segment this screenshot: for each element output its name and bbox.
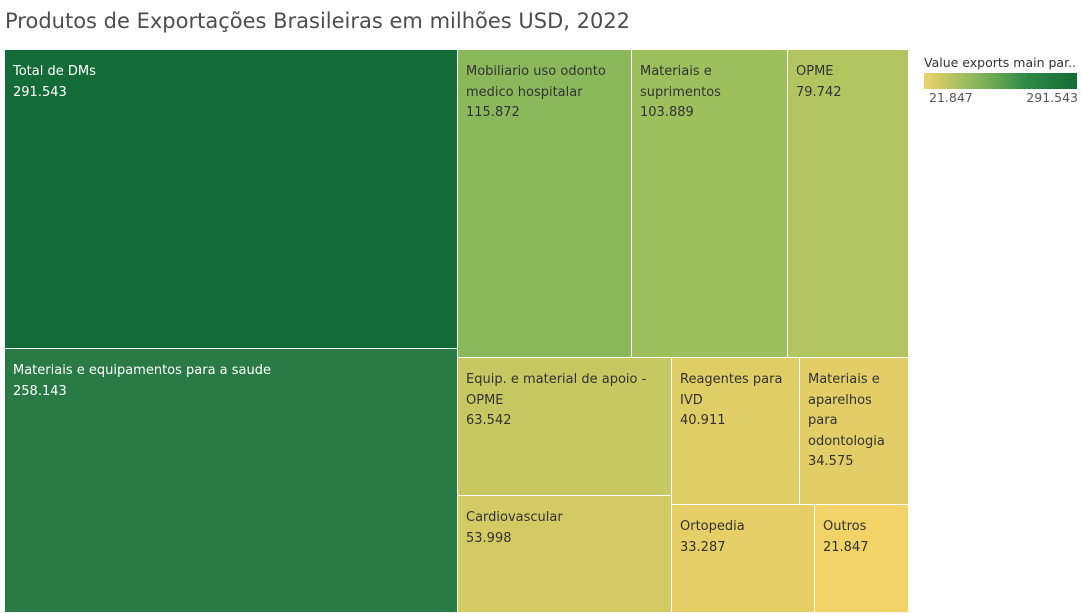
tile-label: OPME <box>796 64 834 79</box>
tile-label: OPME <box>466 392 504 408</box>
tile-label: Reagentes para <box>680 372 783 387</box>
tile-label: Materiais e equipamentos para a saude <box>13 363 272 378</box>
treemap-tile-ortopedia[interactable]: Ortopedia 33.287 <box>672 505 815 613</box>
tile-label: Materiais e <box>640 64 712 79</box>
tile-value: 34.575 <box>808 454 854 469</box>
tile-label: medico hospitalar <box>466 84 583 100</box>
tile-label: Cardiovascular <box>466 510 563 525</box>
tile-value: 103.889 <box>640 105 694 120</box>
tile-label: para <box>808 413 838 428</box>
tile-label: Mobiliario uso odonto <box>466 64 606 79</box>
tile-label: Outros <box>823 519 867 534</box>
legend-max-label: 291.543 <box>1026 90 1078 105</box>
treemap-tile-reagentes-para-ivd[interactable]: Reagentes para IVD 40.911 <box>672 358 800 505</box>
treemap-tile-outros[interactable]: Outros 21.847 <box>815 505 909 613</box>
treemap-tile-total-de-dms[interactable]: Total de DMs 291.543 <box>5 50 458 349</box>
treemap[interactable]: Total de DMs 291.543 Materiais e equipamen… <box>5 50 909 613</box>
tile-value: 115.872 <box>466 105 520 120</box>
tile-label: aparelhos <box>808 392 872 408</box>
legend-labels: 21.847 291.543 <box>924 90 1078 108</box>
treemap-tile-materiais-e-aparelhos-para-odontologia[interactable]: Materiais e aparelhos para odontologia 34.57… <box>800 358 909 505</box>
tile-label: odontologia <box>808 433 885 449</box>
treemap-tile-equip-e-material-de-apoio-opme[interactable]: Equip. e material de apoio - OPME 63.542 <box>458 358 672 496</box>
tile-label: Materiais e <box>808 372 880 387</box>
tile-value: 21.847 <box>823 539 869 555</box>
treemap-tile-cardiovascular[interactable]: Cardiovascular 53.998 <box>458 496 672 613</box>
tile-value: 63.542 <box>466 413 512 428</box>
tile-value: 40.911 <box>680 413 726 428</box>
tile-value: 79.742 <box>796 84 842 100</box>
tile-label: suprimentos <box>640 84 721 100</box>
legend-title: Value exports main par.. <box>924 55 1077 70</box>
tile-label: Ortopedia <box>680 519 745 534</box>
treemap-tile-materiais-e-equipamentos-para-a-saude[interactable]: Materiais e equipamentos para a saude 258… <box>5 349 458 613</box>
tile-value: 258.143 <box>13 383 67 399</box>
treemap-tile-opme[interactable]: OPME 79.742 <box>788 50 909 358</box>
treemap-tile-materiais-e-suprimentos[interactable]: Materiais e suprimentos 103.889 <box>632 50 788 358</box>
tile-value: 33.287 <box>680 539 726 555</box>
tile-value: 53.998 <box>466 530 512 546</box>
tile-label: Equip. e material de apoio - <box>466 372 647 387</box>
tile-value: 291.543 <box>13 84 67 100</box>
color-legend[interactable]: Value exports main par.. 21.847 291.543 <box>924 55 1078 108</box>
legend-gradient-bar <box>924 73 1077 89</box>
treemap-tile-mobiliario-uso-odonto-medico-hospitalar[interactable]: Mobiliario uso odonto medico hospitalar 11… <box>458 50 632 358</box>
legend-min-label: 21.847 <box>929 90 973 105</box>
tile-label: IVD <box>680 392 703 408</box>
tile-label: Total de DMs <box>13 64 96 79</box>
chart-title: Produtos de Exportações Brasileiras em m… <box>5 9 631 33</box>
